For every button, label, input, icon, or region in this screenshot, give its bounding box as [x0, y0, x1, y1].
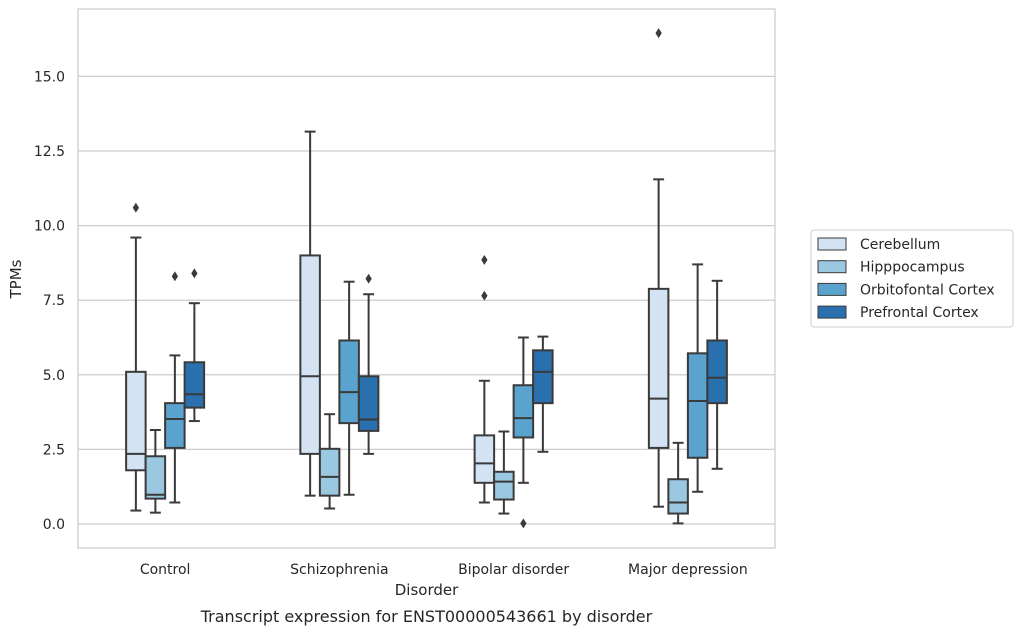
box	[144, 429, 167, 514]
box	[164, 271, 186, 504]
y-tick-label: 7.5	[43, 293, 65, 309]
outlier-point	[481, 290, 488, 301]
box	[125, 202, 147, 512]
legend-swatch	[817, 237, 847, 251]
legend-label: Prefrontal Cortex	[860, 305, 979, 321]
legend-frame	[810, 229, 1014, 328]
box-body	[299, 254, 321, 455]
legend-item: Cerebellum	[817, 237, 940, 253]
y-tick-label: 2.5	[43, 442, 65, 458]
box-body	[473, 434, 496, 484]
series-hipppocampus	[144, 413, 689, 525]
y-tick-label: 15.0	[34, 69, 65, 85]
legend-swatch	[817, 282, 847, 296]
box	[183, 268, 206, 423]
outlier-point	[481, 254, 488, 265]
legend-item: Orbitofontal Cortex	[817, 282, 995, 298]
plot-frame	[77, 8, 776, 549]
legend: Cerebellum Hipppocampus Orbitofontal Corte…	[810, 229, 1014, 328]
box-body	[338, 339, 360, 425]
y-axis-label: TPMs	[7, 259, 25, 299]
box-body	[667, 478, 689, 515]
y-tick-label: 5.0	[43, 368, 65, 384]
box	[299, 130, 321, 497]
legend-item: Hipppocampus	[817, 260, 965, 276]
box	[667, 441, 689, 525]
box-body	[512, 384, 535, 439]
box	[706, 279, 728, 470]
x-tick-label: Major depression	[628, 562, 748, 578]
box-series	[125, 28, 728, 529]
box-body	[144, 455, 167, 500]
y-axis-ticks: 0.0 2.5 5.0 7.5 10.0 12.5 15.0	[34, 69, 65, 533]
outlier-point	[520, 518, 527, 529]
legend-swatch	[817, 305, 847, 319]
legend-label: Orbitofontal Cortex	[860, 282, 995, 298]
box	[357, 273, 380, 455]
series-prefrontal-cortex	[183, 268, 728, 470]
legend-item: Prefrontal Cortex	[817, 305, 979, 321]
box-body	[686, 352, 709, 459]
box	[532, 335, 554, 453]
box-body	[706, 339, 728, 405]
box	[338, 280, 360, 496]
x-tick-label: Control	[140, 562, 191, 578]
outlier-point	[191, 268, 198, 279]
box	[493, 430, 515, 515]
box	[686, 263, 709, 493]
box-body	[532, 349, 554, 405]
legend-label: Hipppocampus	[860, 260, 965, 276]
outlier-point	[132, 202, 140, 213]
legend-label: Cerebellum	[860, 237, 940, 253]
box-body	[125, 370, 147, 472]
box-body	[647, 287, 670, 449]
box	[318, 413, 341, 510]
x-axis-label: Disorder	[395, 581, 459, 599]
y-tick-label: 10.0	[34, 219, 65, 235]
box-body	[318, 447, 341, 497]
x-tick-label: Bipolar disorder	[458, 562, 569, 578]
legend-swatch	[817, 260, 847, 274]
box	[512, 336, 535, 529]
box	[647, 28, 670, 508]
outlier-point	[655, 28, 662, 39]
y-tick-label: 12.5	[34, 144, 65, 160]
x-tick-label: Schizophrenia	[290, 562, 388, 578]
box-body	[357, 375, 380, 432]
box-body	[183, 361, 206, 409]
series-orbitofontal-cortex	[164, 263, 709, 529]
box-body	[164, 402, 186, 449]
series-cerebellum	[125, 28, 670, 512]
x-axis-ticks: Control Schizophrenia Bipolar disorder Majo…	[140, 562, 748, 578]
y-tick-label: 0.0	[43, 517, 65, 533]
chart-caption: Transcript expression for ENST0000054366…	[200, 607, 653, 626]
box-body	[493, 470, 515, 501]
box	[473, 254, 496, 504]
grid-lines	[78, 75, 775, 525]
outlier-point	[365, 273, 372, 284]
outlier-point	[171, 271, 179, 282]
